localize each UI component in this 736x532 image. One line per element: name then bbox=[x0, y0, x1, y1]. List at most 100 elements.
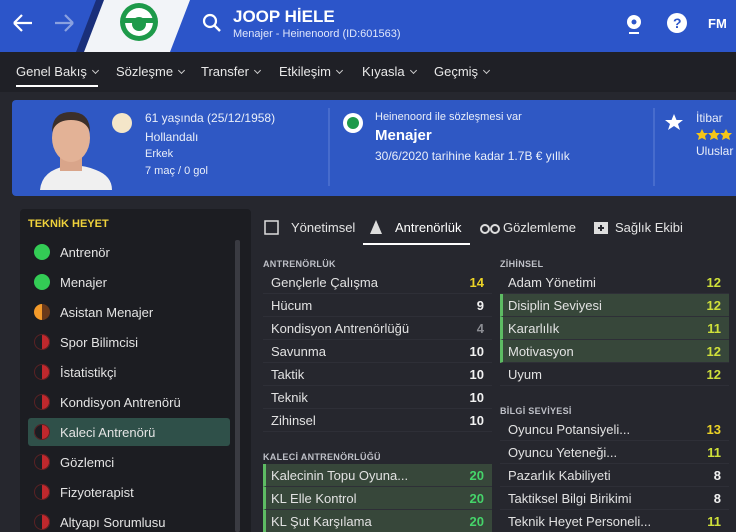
age-icon bbox=[112, 113, 132, 133]
staff-item[interactable]: Spor Bilimcisi bbox=[28, 328, 230, 356]
section-header: ANTRENÖRLÜK bbox=[263, 259, 336, 269]
attribute-row: KL Elle Kontrol 20 bbox=[263, 487, 492, 510]
reputation-icon bbox=[665, 114, 683, 130]
attribute-row: KL Şut Karşılama 20 bbox=[263, 510, 492, 532]
staff-label: Antrenör bbox=[60, 245, 110, 260]
nav-item[interactable]: Transfer bbox=[201, 64, 260, 79]
attribute-label: Disiplin Seviyesi bbox=[508, 298, 602, 313]
help-label[interactable]: ? bbox=[673, 15, 682, 31]
staff-label: Kaleci Antrenörü bbox=[60, 425, 156, 440]
attribute-value: 4 bbox=[476, 321, 484, 336]
attribute-value: 9 bbox=[476, 298, 484, 313]
attribute-row: Taktik 10 bbox=[263, 363, 492, 386]
forward-button[interactable] bbox=[55, 14, 74, 32]
staff-item[interactable]: Asistan Menajer bbox=[28, 298, 230, 326]
tab-icon bbox=[480, 224, 500, 234]
status-dot bbox=[34, 244, 50, 260]
profile-panel: 61 yaşında (25/12/1958) Hollandalı Erkek… bbox=[12, 100, 736, 196]
staff-title: TEKNİK HEYET bbox=[28, 218, 109, 230]
tab[interactable]: Yönetimsel bbox=[291, 220, 356, 235]
tab[interactable]: Gözlemleme bbox=[503, 220, 576, 235]
attribute-label: KL Elle Kontrol bbox=[271, 491, 357, 506]
staff-item[interactable]: Menajer bbox=[28, 268, 230, 296]
attribute-row: Oyuncu Yeteneği... 11 bbox=[500, 441, 729, 464]
attribute-row: Teknik 10 bbox=[263, 386, 492, 409]
staff-label: Spor Bilimcisi bbox=[60, 335, 139, 350]
section-header: KALECİ ANTRENÖRLÜĞÜ bbox=[263, 452, 381, 462]
attribute-label: KL Şut Karşılama bbox=[271, 514, 372, 529]
top-bar-graphics bbox=[13, 0, 687, 52]
nav-item[interactable]: Geçmiş bbox=[434, 64, 489, 79]
attribute-value: 10 bbox=[469, 367, 484, 382]
attribute-row: Oyuncu Potansiyeli... 13 bbox=[500, 418, 729, 441]
attribute-label: Taktiksel Bilgi Birikimi bbox=[508, 491, 632, 506]
attribute-label: Adam Yönetimi bbox=[508, 275, 596, 290]
nav-item[interactable]: Kıyasla bbox=[362, 64, 416, 79]
attribute-label: Kararlılık bbox=[508, 321, 560, 336]
staff-item[interactable]: Kaleci Antrenörü bbox=[28, 418, 230, 446]
attribute-value: 12 bbox=[706, 344, 721, 359]
status-dot bbox=[34, 274, 50, 290]
attribute-value: 10 bbox=[469, 413, 484, 428]
attribute-label: Gençlerle Çalışma bbox=[271, 275, 378, 290]
attribute-label: Kalecinin Topu Oyuna... bbox=[271, 468, 409, 483]
status-dot bbox=[34, 364, 50, 380]
attribute-value: 12 bbox=[706, 367, 721, 382]
attribute-row: Motivasyon 12 bbox=[500, 340, 729, 363]
staff-label: Kondisyon Antrenörü bbox=[60, 395, 181, 410]
staff-item[interactable]: Kondisyon Antrenörü bbox=[28, 388, 230, 416]
tab-icon bbox=[264, 220, 279, 235]
brand-logo[interactable]: FM bbox=[708, 16, 727, 31]
staff-label: İstatistikçi bbox=[60, 365, 117, 380]
profile-graphics bbox=[40, 108, 732, 190]
ball-icon[interactable] bbox=[627, 15, 641, 34]
staff-panel: TEKNİK HEYET Antrenör Menajer Asistan Mena… bbox=[20, 209, 251, 532]
staff-item[interactable]: Antrenör bbox=[28, 238, 230, 266]
attribute-row: Uyum 12 bbox=[500, 363, 729, 386]
staff-item[interactable]: Altyapı Sorumlusu bbox=[28, 508, 230, 532]
back-button[interactable] bbox=[13, 14, 32, 32]
attribute-row: Disiplin Seviyesi 12 bbox=[500, 294, 729, 317]
tab[interactable]: Antrenörlük bbox=[395, 220, 462, 235]
tab-icons bbox=[264, 220, 608, 245]
tab-icon bbox=[370, 220, 382, 234]
nav-item[interactable]: Etkileşim bbox=[279, 64, 342, 79]
search-icon[interactable] bbox=[202, 13, 221, 32]
attribute-row: Pazarlık Kabiliyeti 8 bbox=[500, 464, 729, 487]
section-header: ZİHİNSEL bbox=[500, 259, 544, 269]
staff-item[interactable]: İstatistikçi bbox=[28, 358, 230, 386]
attribute-row: Adam Yönetimi 12 bbox=[500, 271, 729, 294]
staff-item[interactable]: Gözlemci bbox=[28, 448, 230, 476]
person-name: JOOP HİELE bbox=[233, 7, 335, 26]
attribute-value: 13 bbox=[706, 422, 721, 437]
attribute-label: Pazarlık Kabiliyeti bbox=[508, 468, 611, 483]
attribute-label: Savunma bbox=[271, 344, 326, 359]
attribute-value: 8 bbox=[713, 468, 721, 483]
staff-label: Altyapı Sorumlusu bbox=[60, 515, 166, 530]
attribute-row: Hücum 9 bbox=[263, 294, 492, 317]
club-badge-small bbox=[343, 113, 363, 133]
attribute-value: 12 bbox=[706, 298, 721, 313]
person-photo bbox=[40, 112, 112, 190]
nav-item[interactable]: Sözleşme bbox=[116, 64, 184, 79]
attribute-row: Zihinsel 10 bbox=[263, 409, 492, 432]
attribute-label: Hücum bbox=[271, 298, 313, 313]
attribute-row: Gençlerle Çalışma 14 bbox=[263, 271, 492, 294]
attribute-label: Zihinsel bbox=[271, 413, 316, 428]
tab-icon bbox=[594, 222, 608, 234]
attribute-label: Kondisyon Antrenörlüğü bbox=[271, 321, 410, 336]
help-button[interactable] bbox=[667, 13, 687, 33]
staff-item[interactable]: Fizyoterapist bbox=[28, 478, 230, 506]
staff-label: Gözlemci bbox=[60, 455, 115, 470]
attribute-label: Teknik bbox=[271, 390, 308, 405]
nav-item[interactable]: Genel Bakış bbox=[16, 64, 98, 87]
attribute-label: Motivasyon bbox=[508, 344, 574, 359]
reputation-stars bbox=[696, 129, 732, 140]
club-logo[interactable] bbox=[120, 3, 158, 41]
status-dot bbox=[34, 424, 50, 440]
attribute-row: Savunma 10 bbox=[263, 340, 492, 363]
attribute-column: ZİHİNSEL Adam Yönetimi 12 Disiplin Seviyesi… bbox=[500, 249, 729, 532]
attribute-value: 20 bbox=[469, 491, 484, 506]
tab[interactable]: Sağlık Ekibi bbox=[615, 220, 683, 235]
scrollbar[interactable] bbox=[235, 240, 240, 532]
